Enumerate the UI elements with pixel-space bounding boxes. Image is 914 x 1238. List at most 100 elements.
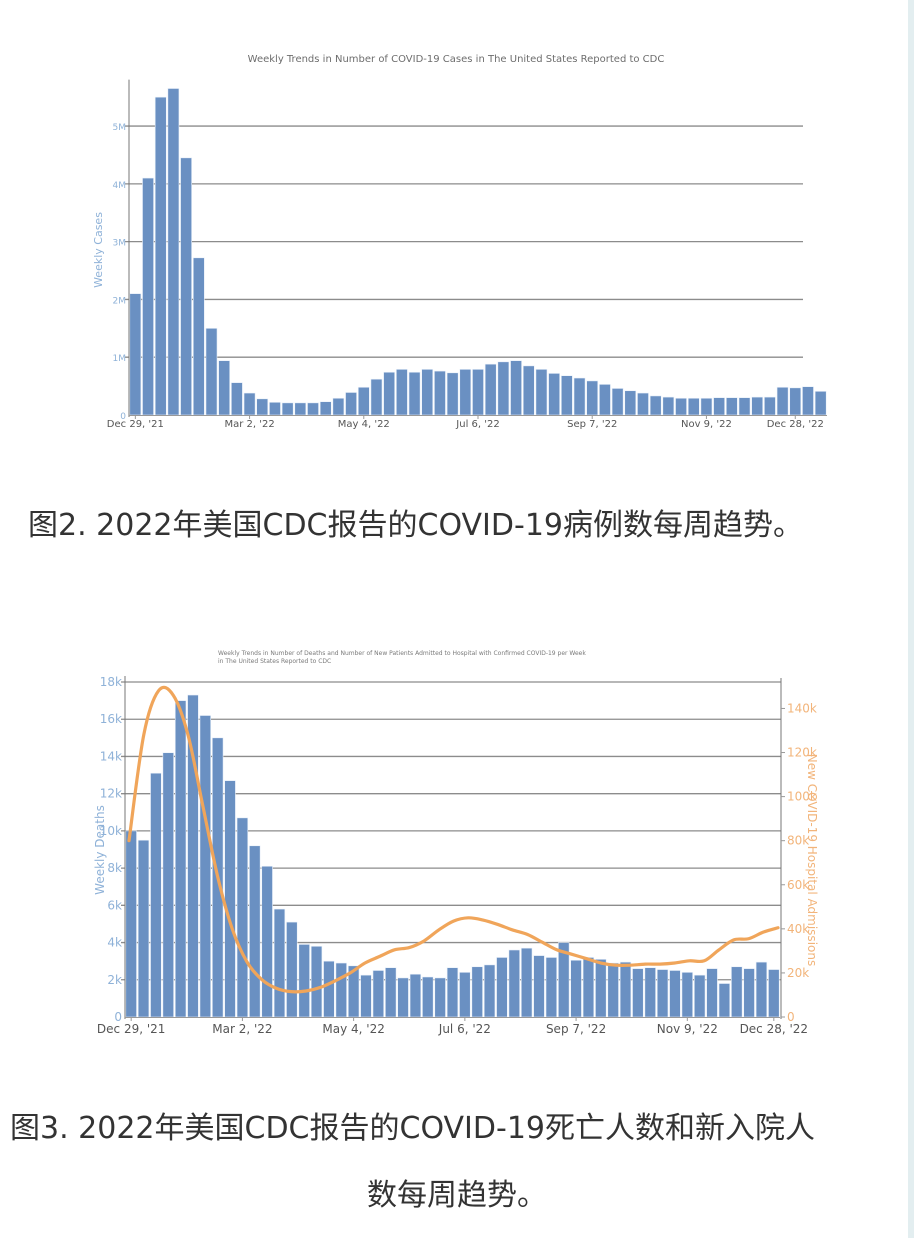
x-tick-label: Dec 28, '22 bbox=[767, 419, 824, 430]
y-tick-label: 3M bbox=[113, 239, 127, 249]
bar bbox=[323, 960, 335, 1018]
bar bbox=[681, 972, 693, 1018]
bar bbox=[483, 964, 496, 1018]
x-tick-label: Jul 6, '22 bbox=[438, 1022, 491, 1036]
bar bbox=[269, 401, 281, 416]
bar bbox=[396, 369, 408, 416]
bar bbox=[335, 962, 347, 1018]
bar bbox=[802, 386, 814, 416]
bar bbox=[446, 372, 459, 416]
bar bbox=[586, 380, 599, 416]
bar bbox=[764, 396, 776, 416]
bar bbox=[137, 839, 150, 1018]
bar bbox=[522, 365, 535, 416]
y-tick-label: 18k bbox=[100, 675, 122, 689]
bar bbox=[619, 961, 632, 1018]
bar bbox=[142, 177, 154, 416]
y-tick-label: 16k bbox=[100, 712, 122, 726]
y-tick-label: 12k bbox=[100, 787, 122, 801]
axes: 0 1M 2M 3M 4M 5M Dec 29, '21 Mar 2, '22 May 4, '… bbox=[107, 79, 827, 430]
bar bbox=[573, 377, 586, 416]
y-tick-label: 0 bbox=[114, 1010, 122, 1024]
axes: 0 2k 4k 6k 8k 10k 12k 14k 16k 18k Dec 29, '21 Mar 2… bbox=[97, 675, 817, 1036]
bar bbox=[310, 945, 323, 1018]
bar bbox=[496, 957, 508, 1018]
bar bbox=[385, 967, 397, 1018]
bar bbox=[814, 391, 827, 416]
y-tick-label: 10k bbox=[100, 824, 122, 838]
bar bbox=[218, 360, 231, 416]
bar bbox=[408, 371, 421, 416]
bar bbox=[422, 976, 434, 1018]
bar bbox=[154, 96, 167, 416]
y-tick-label: 14k bbox=[100, 749, 122, 763]
bar bbox=[611, 388, 624, 416]
admissions-line bbox=[127, 685, 780, 994]
bar bbox=[649, 395, 662, 416]
y-tick-label: 4M bbox=[113, 181, 127, 191]
bar bbox=[533, 955, 545, 1018]
bar bbox=[409, 973, 422, 1018]
bars bbox=[129, 88, 827, 416]
x-tick-label: Dec 29, '21 bbox=[107, 419, 164, 430]
bar bbox=[434, 977, 446, 1018]
bar bbox=[243, 392, 256, 416]
bar bbox=[497, 361, 510, 416]
bar bbox=[484, 363, 497, 416]
bar bbox=[669, 970, 681, 1018]
bar bbox=[768, 969, 780, 1018]
y-tick-label-right: 0 bbox=[787, 1010, 795, 1024]
bar bbox=[192, 257, 205, 416]
bar bbox=[582, 957, 595, 1018]
figure-3-caption-line1: 图3. 2022年美国CDC报告的COVID-19死亡人数和新入院人 bbox=[10, 1111, 816, 1146]
bar bbox=[789, 387, 802, 416]
bar bbox=[129, 293, 142, 416]
bar bbox=[624, 390, 637, 416]
bar bbox=[434, 370, 446, 416]
bar bbox=[162, 752, 174, 1018]
gridlines bbox=[125, 125, 803, 358]
y-tick-label: 8k bbox=[107, 861, 122, 875]
bar bbox=[224, 780, 236, 1018]
bar bbox=[286, 921, 298, 1018]
bar bbox=[261, 865, 273, 1018]
bar bbox=[332, 397, 345, 416]
chart-title-line1: Weekly Trends in Number of Deaths and Nu… bbox=[218, 650, 586, 657]
bar bbox=[307, 402, 319, 416]
x-tick-label: Nov 9, '22 bbox=[681, 419, 732, 430]
bar bbox=[700, 397, 713, 416]
bar bbox=[249, 845, 261, 1018]
bar bbox=[725, 397, 738, 416]
y-tick-label: 4k bbox=[107, 936, 122, 950]
chart-title-line2: in The United States Reported to CDC bbox=[218, 658, 331, 665]
y-tick-label-right: 140k bbox=[787, 701, 817, 715]
y-tick-label: 2M bbox=[113, 296, 127, 306]
bar bbox=[180, 157, 192, 416]
bar bbox=[167, 88, 180, 416]
y-tick-label-right: 60k bbox=[787, 878, 809, 892]
bar bbox=[281, 402, 294, 416]
bar bbox=[150, 772, 162, 1018]
y-tick-label: 1M bbox=[113, 354, 127, 364]
bar bbox=[738, 397, 751, 416]
y-tick-label: 5M bbox=[113, 123, 127, 133]
bar bbox=[755, 961, 768, 1018]
bar bbox=[360, 974, 372, 1018]
bar bbox=[545, 957, 558, 1018]
y-tick-label-right: 100k bbox=[787, 790, 817, 804]
bar bbox=[174, 700, 187, 1018]
bar bbox=[632, 968, 644, 1018]
y-axis-label-right: New COVID-19 Hospital Admissions bbox=[805, 754, 819, 966]
bar bbox=[421, 369, 434, 416]
x-tick-label: Dec 29, '21 bbox=[97, 1022, 166, 1036]
admissions-line-path bbox=[127, 685, 780, 994]
bar bbox=[535, 369, 548, 416]
bar bbox=[459, 369, 472, 416]
figure-3-caption-line2: 数每周趋势。 bbox=[367, 1178, 547, 1213]
x-tick-label: Dec 28, '22 bbox=[740, 1022, 809, 1036]
x-tick-label: May 4, '22 bbox=[322, 1022, 384, 1036]
bar bbox=[508, 949, 520, 1018]
bar bbox=[370, 378, 383, 416]
bar bbox=[731, 966, 743, 1018]
bar bbox=[693, 974, 706, 1018]
